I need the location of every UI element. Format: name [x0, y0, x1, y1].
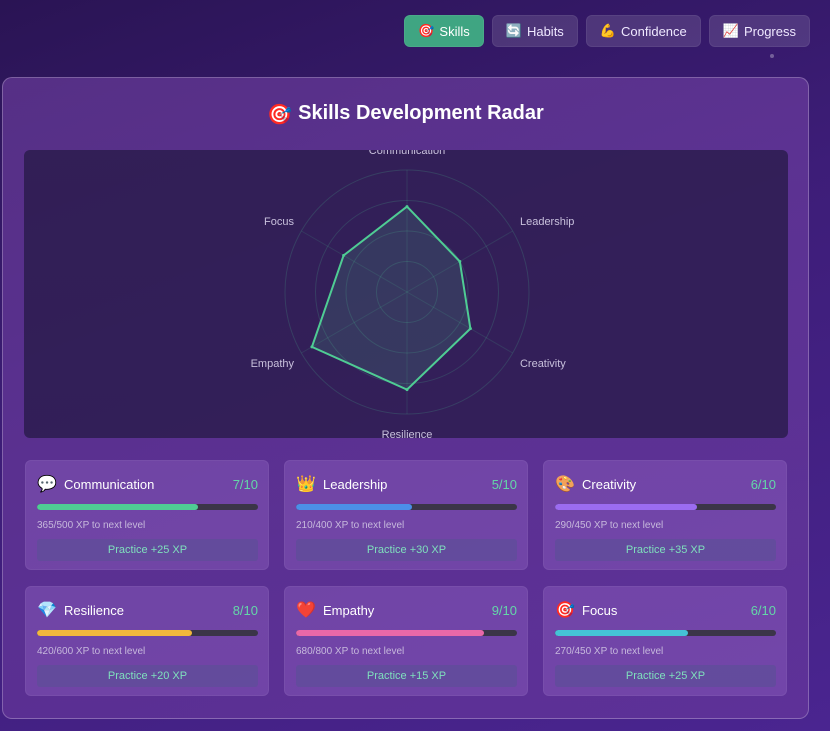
speech-bubble-icon: 💬: [37, 476, 57, 493]
xp-text: 365/500 XP to next level: [37, 520, 146, 531]
skill-card-communication: 💬 Communication 7/10 365/500 XP to next …: [25, 460, 269, 570]
radar-ring: [315, 200, 499, 384]
radar-point-communication: [405, 205, 409, 209]
practice-button[interactable]: Practice +15 XP: [296, 665, 517, 687]
skill-name: Focus: [582, 602, 618, 618]
radar-ring: [345, 230, 469, 354]
heart-icon: ❤️: [296, 602, 316, 619]
practice-button[interactable]: Practice +20 XP: [37, 665, 258, 687]
xp-text: 290/450 XP to next level: [555, 520, 664, 531]
radar-grid: [284, 169, 530, 415]
progress-bar: [296, 630, 517, 636]
tab-confidence[interactable]: 💪 Confidence: [585, 15, 701, 47]
skill-card-header: 🎯 Focus 6/10: [555, 600, 776, 620]
skill-cards-grid: 💬 Communication 7/10 365/500 XP to next …: [25, 460, 787, 696]
skill-name: Resilience: [64, 602, 124, 618]
skill-level: 8/10: [232, 602, 258, 618]
skill-card-empathy: ❤️ Empathy 9/10 680/800 XP to next level…: [284, 586, 528, 696]
progress-bar: [37, 504, 258, 510]
tab-label: Progress: [743, 23, 796, 39]
radar-point-leadership: [458, 260, 462, 263]
xp-text: 210/400 XP to next level: [296, 520, 405, 531]
skill-card-focus: 🎯 Focus 6/10 270/450 XP to next level Pr…: [543, 586, 787, 696]
progress-bar: [555, 504, 776, 510]
progress-bar-fill: [555, 504, 698, 510]
skill-name: Communication: [64, 476, 155, 492]
xp-text: 680/800 XP to next level: [296, 646, 405, 657]
gem-icon: 💎: [37, 602, 57, 619]
radar-point-creativity: [468, 327, 472, 331]
skill-card-header: ❤️ Empathy 9/10: [296, 600, 517, 620]
radar-ring: [284, 169, 530, 415]
radar-point-focus: [342, 253, 346, 257]
radar-axis-label: Communication: [369, 150, 445, 157]
radar-chart: Communication Leadership Creativity Resilie…: [251, 150, 575, 438]
tab-label: Skills: [439, 23, 470, 39]
crown-icon: 👑: [296, 476, 316, 493]
skill-card-header: 💎 Resilience 8/10: [37, 600, 258, 620]
radar-axis-label: Resilience: [382, 429, 433, 438]
radar-point-empathy: [310, 345, 314, 349]
skill-card-creativity: 🎨 Creativity 6/10 290/450 XP to next lev…: [543, 460, 787, 570]
progress-bar: [37, 630, 258, 636]
progress-bar: [555, 630, 776, 636]
progress-bar-fill: [37, 504, 199, 510]
skill-card-header: 🎨 Creativity 6/10: [555, 474, 776, 494]
practice-button[interactable]: Practice +25 XP: [555, 665, 776, 687]
target-icon: 🎯: [418, 23, 435, 38]
progress-bar-fill: [296, 504, 413, 510]
radar-spoke: [301, 230, 408, 293]
practice-button[interactable]: Practice +30 XP: [296, 539, 517, 561]
xp-text: 270/450 XP to next level: [555, 646, 664, 657]
skill-name: Leadership: [323, 476, 388, 492]
tab-label: Habits: [526, 23, 564, 39]
skill-card-header: 👑 Leadership 5/10: [296, 474, 517, 494]
tab-progress[interactable]: 📈 Progress: [708, 15, 810, 47]
muscle-icon: 💪: [599, 23, 616, 38]
radar-axis-label: Empathy: [251, 358, 295, 370]
refresh-icon: 🔄: [505, 23, 522, 38]
indicator-dot: [770, 54, 774, 58]
skill-card-header: 💬 Communication 7/10: [37, 474, 258, 494]
radar-chart-container: Communication Leadership Creativity Resilie…: [24, 150, 788, 438]
radar-spoke: [406, 291, 513, 354]
tab-bar: 🎯 Skills 🔄 Habits 💪 Confidence 📈 Progres…: [404, 15, 810, 47]
panel-title-text: Skills Development Radar: [298, 102, 544, 124]
progress-bar-fill: [296, 630, 484, 636]
skill-card-resilience: 💎 Resilience 8/10 420/600 XP to next lev…: [25, 586, 269, 696]
tab-skills[interactable]: 🎯 Skills: [404, 15, 484, 47]
chart-up-icon: 📈: [722, 23, 739, 38]
skill-level: 6/10: [750, 476, 776, 492]
radar-ring: [376, 261, 438, 323]
radar-point-resilience: [405, 388, 409, 392]
practice-button[interactable]: Practice +35 XP: [555, 539, 776, 561]
palette-icon: 🎨: [555, 476, 575, 493]
xp-text: 420/600 XP to next level: [37, 646, 146, 657]
progress-bar: [296, 504, 517, 510]
progress-bar-fill: [37, 630, 192, 636]
skill-name: Creativity: [582, 476, 637, 492]
skill-level: 9/10: [491, 602, 517, 618]
tab-habits[interactable]: 🔄 Habits: [491, 15, 578, 47]
radar-spoke: [301, 291, 408, 354]
panel-title: 🎯 Skills Development Radar: [3, 102, 808, 127]
radar-axis-label: Creativity: [520, 358, 566, 370]
practice-button[interactable]: Practice +25 XP: [37, 539, 258, 561]
radar-axis-label: Leadership: [520, 216, 574, 228]
skill-card-leadership: 👑 Leadership 5/10 210/400 XP to next lev…: [284, 460, 528, 570]
progress-bar-fill: [555, 630, 688, 636]
skills-panel: 🎯 Skills Development Radar Communication…: [2, 77, 809, 719]
radar-axis-label: Focus: [264, 216, 294, 228]
target-icon: 🎯: [267, 104, 293, 126]
skill-level: 5/10: [491, 476, 517, 492]
target-icon: 🎯: [555, 602, 575, 619]
skill-name: Empathy: [323, 602, 375, 618]
tab-label: Confidence: [621, 23, 687, 39]
skill-level: 6/10: [750, 602, 776, 618]
skill-level: 7/10: [232, 476, 258, 492]
